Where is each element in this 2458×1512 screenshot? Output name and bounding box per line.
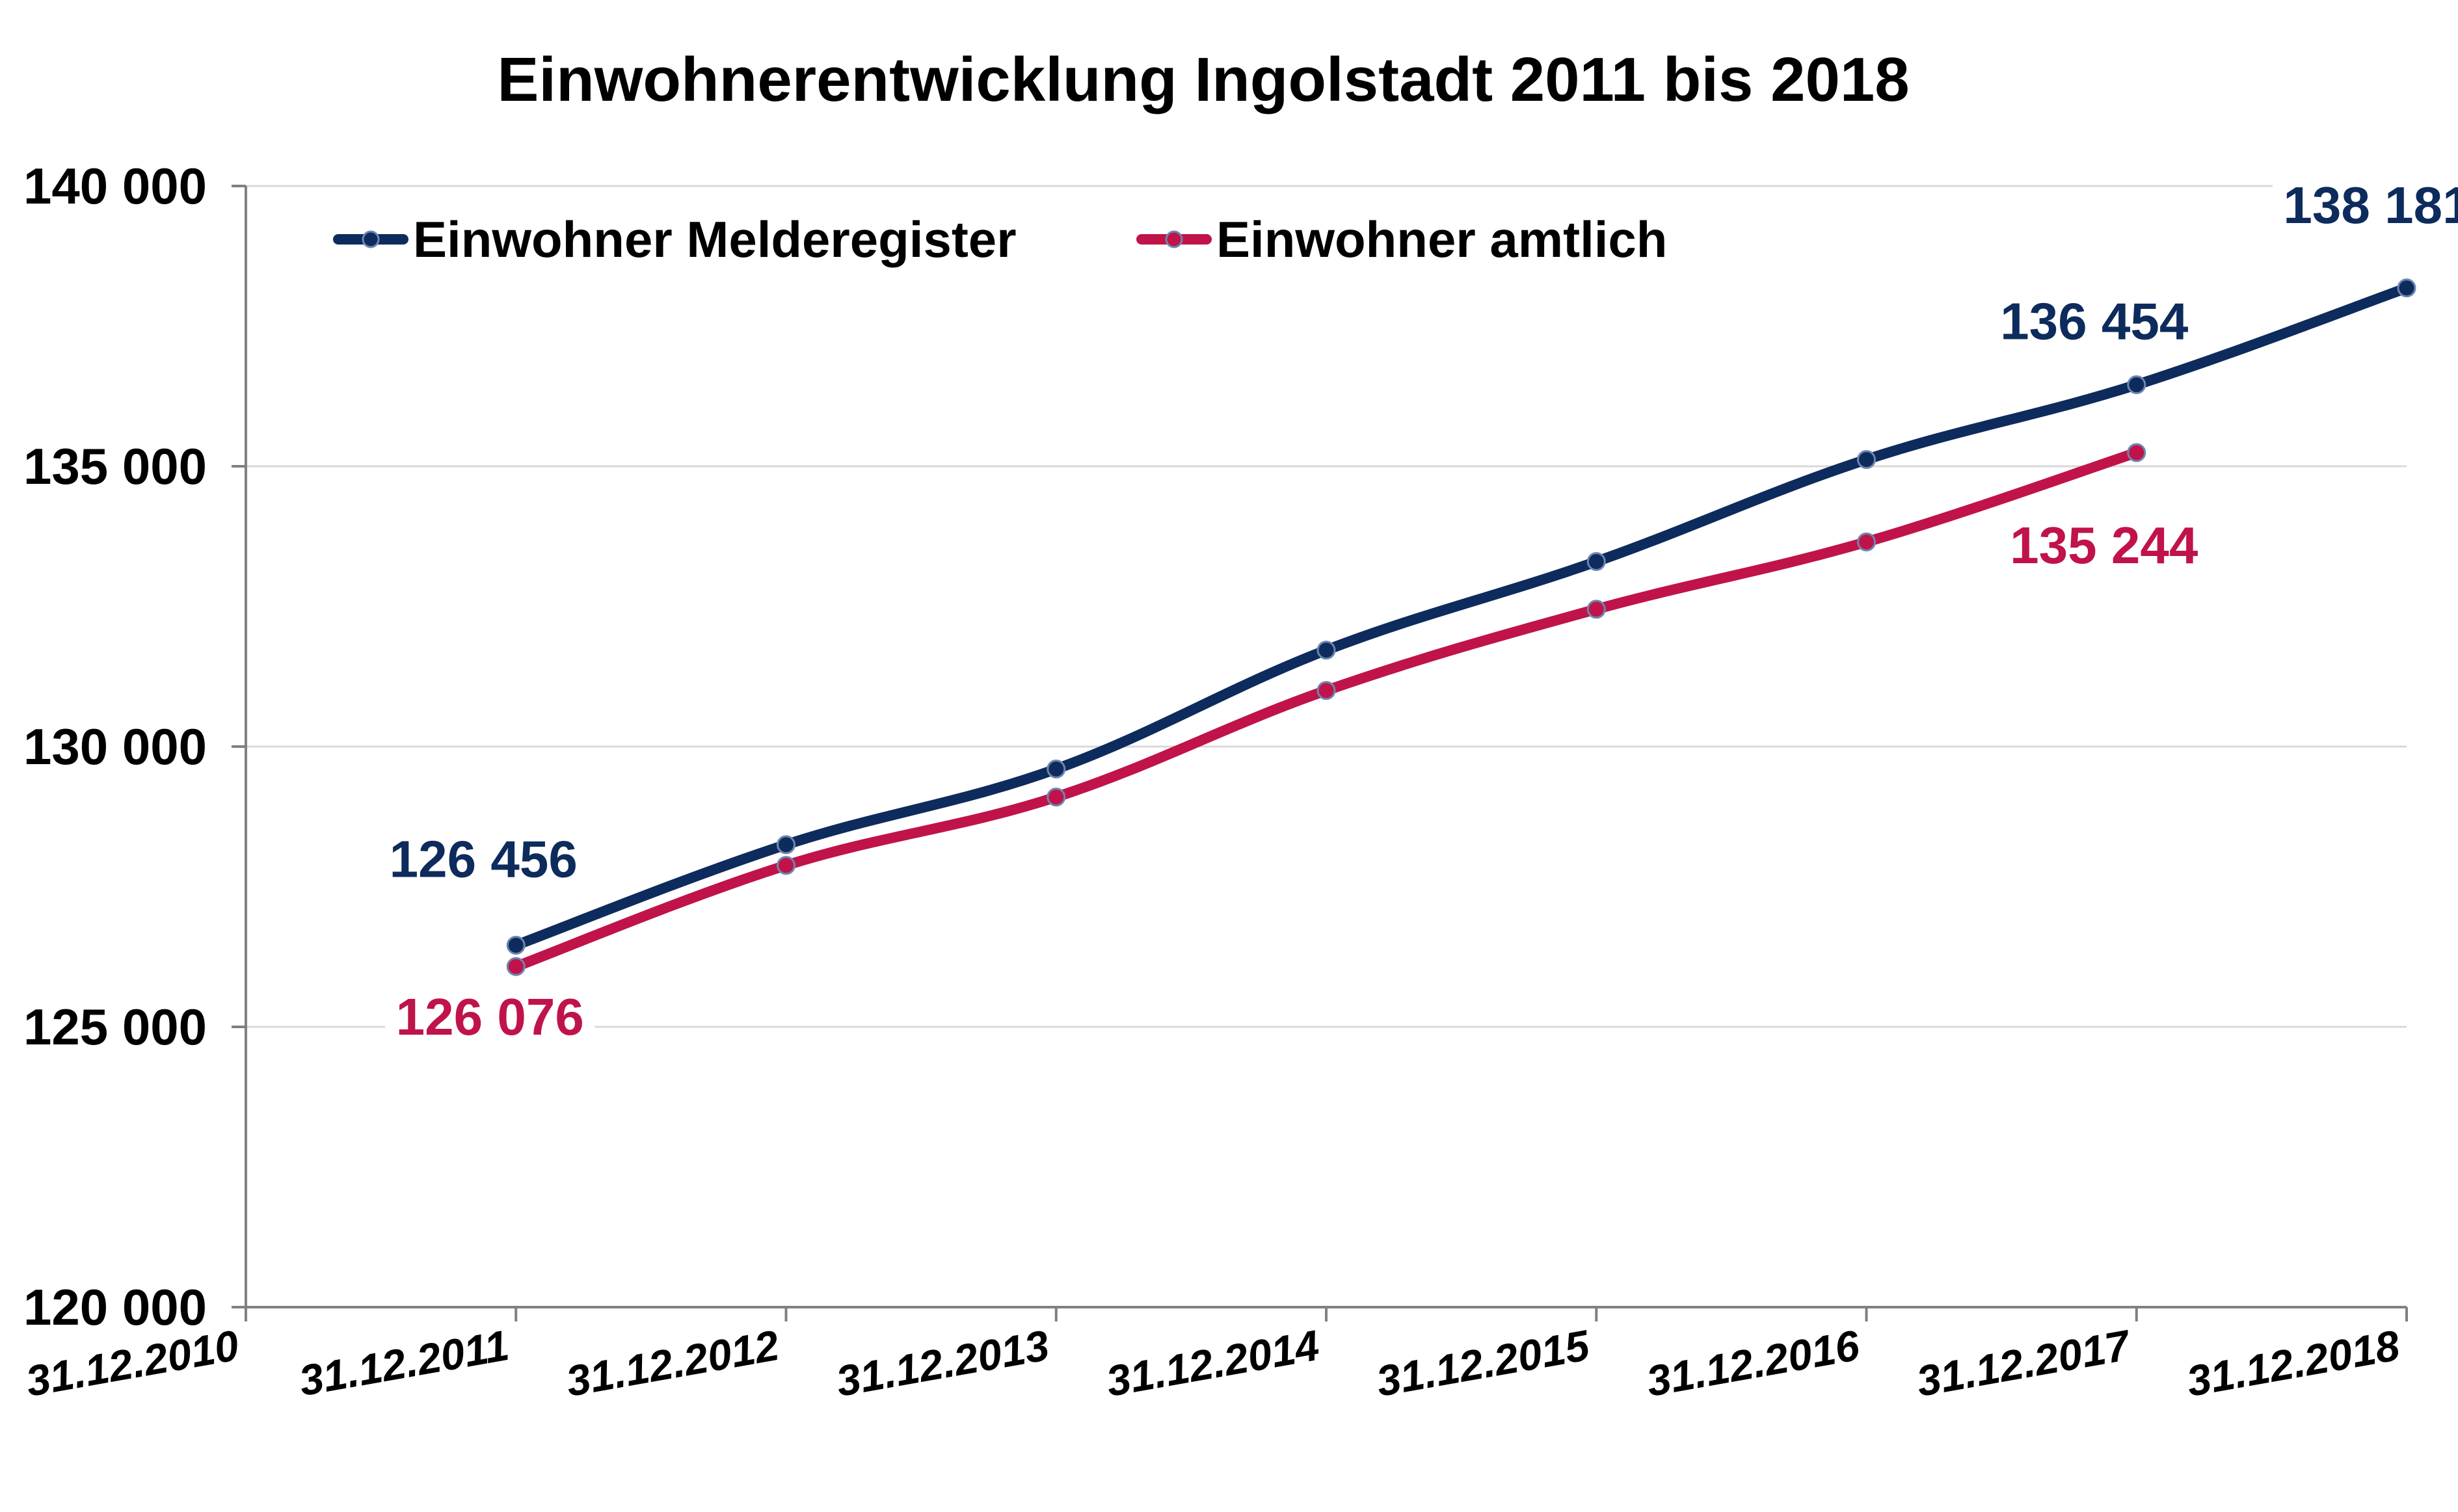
gridlines: [246, 185, 2407, 1028]
x-tick-label: 31.12.2016: [1643, 1321, 1864, 1405]
legend-label: Einwohner amtlich: [1216, 211, 1667, 268]
data-point: [1586, 600, 1606, 619]
data-label-background: [2273, 177, 2458, 237]
legend: Einwohner Melderegister Einwohner amtlich: [333, 211, 1667, 268]
series-line: [511, 282, 2412, 951]
data-point: [1857, 532, 1876, 551]
x-tick-label: 31.12.2014: [1102, 1321, 1322, 1405]
x-tick-label: 31.12.2017: [1913, 1320, 2135, 1405]
legend-marker: [1165, 230, 1183, 248]
data-point: [777, 835, 795, 855]
series-lines: [506, 278, 2416, 976]
data-point: [506, 957, 526, 976]
data-label-background: [1999, 517, 2209, 577]
data-label: 136 454: [2000, 293, 2189, 351]
data-point: [1047, 788, 1066, 807]
data-point: [1316, 681, 1336, 700]
data-point: [1047, 759, 1066, 778]
data-label: 126 076: [396, 988, 584, 1046]
x-tick-label: 31.12.2018: [2183, 1321, 2403, 1405]
y-tick-label: 130 000: [23, 718, 207, 775]
data-label-background: [385, 989, 595, 1050]
y-tick-label: 140 000: [23, 157, 207, 215]
x-tick-label: 31.12.2013: [833, 1321, 1052, 1405]
data-point: [506, 935, 526, 955]
data-label: 138 181: [2283, 176, 2458, 234]
chart-title: Einwohnerentwicklung Ingolstadt 2011 bis…: [497, 45, 1909, 114]
y-tick-label: 125 000: [23, 998, 207, 1055]
data-label-background: [379, 831, 589, 892]
y-tick-label: 120 000: [23, 1279, 207, 1336]
legend-label: Einwohner Melderegister: [413, 211, 1017, 268]
series-line: [511, 447, 2142, 972]
x-tick-label: 31.12.2011: [295, 1321, 512, 1405]
data-labels: 126 456 136 454 138 181 126 076 135 244: [379, 176, 2458, 1050]
data-point: [1857, 450, 1876, 470]
x-tick-label: 31.12.2015: [1373, 1321, 1594, 1405]
data-point: [2127, 375, 2146, 395]
data-point: [1316, 641, 1336, 660]
y-tick-label: 135 000: [23, 438, 207, 495]
legend-marker: [362, 230, 380, 248]
data-label: 135 244: [2010, 516, 2198, 574]
data-point: [2397, 278, 2416, 298]
data-point: [2127, 443, 2146, 462]
x-tick-label: 31.12.2012: [563, 1321, 782, 1405]
data-label: 126 456: [390, 830, 578, 888]
data-point: [1586, 552, 1606, 572]
data-point: [777, 856, 795, 875]
data-label-background: [1989, 293, 2199, 354]
